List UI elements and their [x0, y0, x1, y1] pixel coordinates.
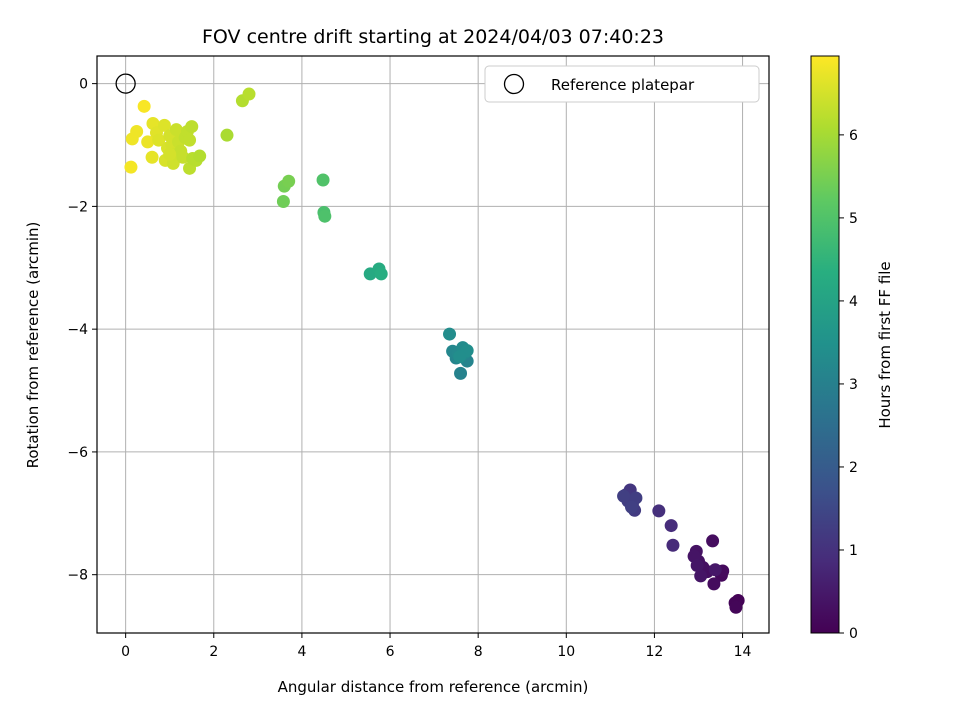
grid-lines [97, 56, 769, 633]
scatter-point [316, 173, 330, 187]
y-tick-label: −6 [67, 445, 88, 461]
x-axis-ticks: 0 2 4 6 8 10 12 14 [121, 633, 752, 660]
x-tick-label: 10 [557, 644, 575, 660]
scatter-point [694, 569, 708, 583]
legend: Reference platepar [484, 65, 760, 103]
scatter-point [454, 366, 468, 380]
scatter-point [282, 174, 296, 188]
legend-label: Reference platepar [551, 76, 695, 94]
scatter-point [729, 600, 743, 614]
scatter-point [152, 133, 166, 147]
scatter-point [145, 150, 159, 164]
x-tick-label: 8 [474, 644, 483, 660]
y-tick-label: −8 [67, 568, 88, 584]
colorbar-tick-label: 0 [849, 626, 858, 642]
scatter-point [220, 128, 234, 142]
data-points [124, 87, 745, 614]
colorbar-gradient [810, 55, 840, 634]
x-tick-label: 2 [209, 644, 218, 660]
scatter-point [124, 160, 138, 174]
x-tick-label: 12 [646, 644, 664, 660]
scatter-point [137, 99, 151, 113]
scatter-point [318, 209, 332, 223]
scatter-point [141, 135, 155, 149]
scatter-point [652, 504, 666, 518]
colorbar: 0 1 2 3 4 5 6 Hours from first FF file [810, 55, 894, 642]
x-axis-label: Angular distance from reference (arcmin) [278, 678, 589, 696]
colorbar-tick-label: 5 [849, 211, 858, 227]
colorbar-ticks: 0 1 2 3 4 5 6 [839, 128, 858, 642]
chart-title: FOV centre drift starting at 2024/04/03 … [202, 26, 664, 48]
scatter-point [666, 538, 680, 552]
colorbar-tick-label: 6 [849, 128, 858, 144]
scatter-point [443, 327, 457, 341]
reference-point [115, 73, 136, 94]
scatter-point [169, 123, 183, 137]
scatter-point [193, 149, 207, 163]
y-axis-label: Rotation from reference (arcmin) [24, 222, 42, 469]
scatter-point [157, 118, 171, 132]
scatter-point [707, 577, 721, 591]
reference-marker [115, 73, 136, 94]
colorbar-tick-label: 1 [849, 543, 858, 559]
scatter-point [708, 563, 722, 577]
scatter-point [664, 519, 678, 533]
x-tick-label: 6 [386, 644, 395, 660]
scatter-point [690, 558, 704, 572]
y-axis-ticks: 0 −2 −4 −6 −8 [67, 77, 97, 584]
scatter-point [185, 120, 199, 134]
colorbar-tick-label: 3 [849, 377, 858, 393]
legend-marker [503, 73, 525, 95]
scatter-point [242, 87, 256, 101]
scatter-point [374, 267, 388, 281]
x-tick-label: 14 [734, 644, 752, 660]
scatter-point [276, 194, 290, 208]
y-tick-label: 0 [79, 77, 88, 93]
scatter-point [625, 500, 639, 514]
scatter-point [130, 125, 144, 139]
scatter-point [176, 150, 190, 164]
x-tick-label: 4 [297, 644, 306, 660]
y-tick-label: −2 [67, 199, 88, 215]
y-tick-label: −4 [67, 322, 88, 338]
plot-frame [96, 55, 770, 634]
scatter-point [706, 534, 720, 548]
scatter-point [183, 133, 197, 147]
colorbar-tick-label: 2 [849, 460, 858, 476]
scatter-point [163, 147, 177, 161]
legend-box [484, 65, 760, 103]
x-tick-label: 0 [121, 644, 130, 660]
scatter-point [453, 350, 467, 364]
colorbar-tick-label: 4 [849, 294, 858, 310]
scatter-point [617, 489, 631, 503]
colorbar-label: Hours from first FF file [876, 261, 894, 428]
